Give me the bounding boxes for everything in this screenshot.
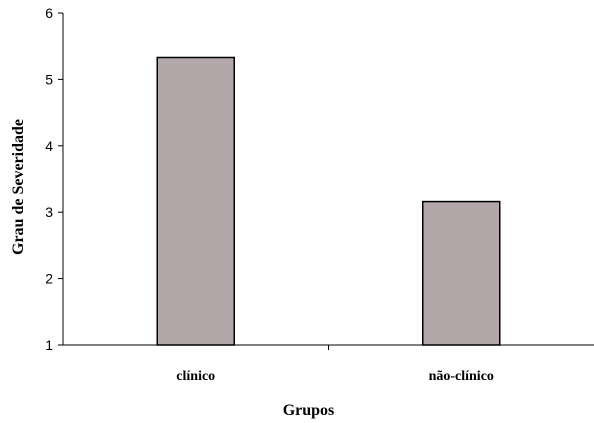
- x-category-label: não-clínico: [429, 369, 494, 384]
- x-ticks-group: clínico não-clínico: [176, 345, 494, 384]
- y-axis-title: Grau de Severidade: [10, 119, 27, 255]
- y-tick-label: 6: [45, 5, 53, 21]
- bars-group: [156, 56, 501, 346]
- y-ticks-group: 1 2 3 4 5 6: [45, 5, 63, 353]
- bar-1: [156, 56, 235, 346]
- y-tick-label: 4: [45, 138, 53, 154]
- y-tick-label: 1: [45, 337, 53, 353]
- y-tick-label: 3: [45, 204, 53, 220]
- y-tick-label: 5: [45, 71, 53, 87]
- plot-area: 1 2 3 4 5 6 clínico não-clínico: [45, 5, 594, 384]
- y-tick-label: 2: [45, 271, 53, 287]
- x-axis-title: Grupos: [283, 402, 335, 419]
- x-category-label: clínico: [176, 369, 215, 384]
- bar-2: [422, 200, 501, 346]
